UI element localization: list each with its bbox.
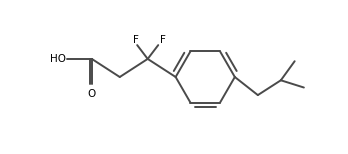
- Text: F: F: [160, 35, 166, 45]
- Text: HO: HO: [49, 54, 65, 64]
- Text: F: F: [133, 35, 139, 45]
- Text: O: O: [88, 89, 96, 99]
